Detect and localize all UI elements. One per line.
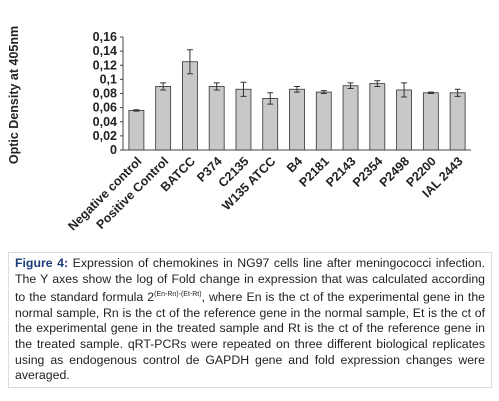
y-tick-label: 0,02 [93, 129, 117, 143]
caption-text: Expression of chemokines in NG97 cells l… [15, 256, 485, 305]
error-bar [213, 82, 220, 91]
error-bar [401, 82, 408, 98]
bar [182, 61, 198, 151]
y-tick-label: 0,08 [93, 87, 117, 101]
error-bar [374, 80, 381, 87]
y-tick-label: 0,12 [93, 58, 117, 72]
y-tick-label: 0 [110, 143, 117, 157]
caption-label: Figure 4: [15, 256, 69, 270]
x-tick-label: B4 [284, 154, 305, 175]
caption-text: , where En is the ct of the experimental… [15, 290, 485, 383]
error-bar [186, 49, 193, 75]
y-tick-label: 0,06 [93, 101, 117, 115]
y-tick-label: 0,14 [93, 44, 117, 58]
bar [449, 92, 466, 151]
error-bar [240, 81, 247, 97]
error-bar [294, 85, 300, 93]
caption: Figure 4: Expression of chemokines in NG… [8, 252, 492, 388]
bar [128, 110, 145, 151]
bar [422, 92, 439, 151]
error-bar [133, 109, 140, 112]
bar [369, 83, 386, 151]
error-bar [320, 90, 327, 94]
bar [208, 86, 225, 151]
error-bar [267, 92, 274, 105]
bar [289, 88, 305, 151]
error-bar [347, 82, 354, 90]
caption-superscript: (En-Rn)-(Et-Rt) [154, 291, 202, 299]
error-bar [160, 82, 167, 91]
bar [235, 88, 252, 151]
bar [155, 86, 172, 151]
y-tick-label: 0,04 [93, 115, 117, 129]
bar [396, 89, 412, 151]
bar [262, 98, 279, 151]
error-bar [454, 88, 461, 97]
y-tick-label: 0,1 [100, 72, 117, 86]
bar [342, 85, 359, 151]
y-axis-label: Optic Density at 405nm [7, 26, 21, 164]
error-bar [427, 91, 434, 94]
chart: Optic Density at 405nm 00,020,040,060,08… [7, 26, 471, 233]
bar [315, 91, 332, 151]
y-tick-label: 0,16 [93, 30, 117, 44]
